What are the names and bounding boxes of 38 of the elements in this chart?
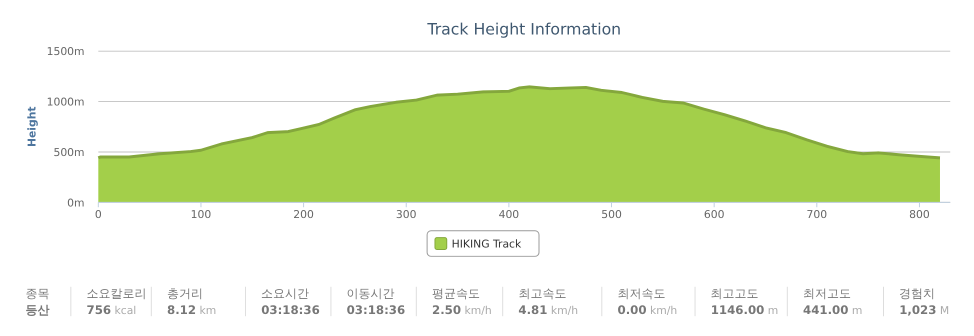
text: 소요시간 bbox=[261, 286, 310, 301]
text: 441.00 m bbox=[803, 303, 862, 318]
text: 1146.00 m bbox=[710, 303, 778, 318]
x-tick-label: 200 bbox=[293, 208, 314, 222]
x-tick-label: 700 bbox=[806, 208, 828, 222]
chart-title: Track Height Information bbox=[426, 20, 622, 38]
text: 756 kcal bbox=[86, 303, 136, 318]
text: 최저고도 bbox=[803, 286, 852, 301]
x-tick-label: 0 bbox=[94, 208, 102, 222]
x-tick-label: 400 bbox=[498, 208, 520, 222]
text: 최고고도 bbox=[710, 286, 759, 301]
text: 1,023 M bbox=[899, 303, 950, 318]
x-tick-label: 100 bbox=[190, 208, 212, 222]
text: 03:18:36 bbox=[346, 303, 406, 318]
y-tick-label: 0m bbox=[67, 196, 85, 210]
text: 03:18:36 bbox=[261, 303, 320, 318]
text: 0.00 km/h bbox=[618, 303, 678, 318]
x-tick-label: 600 bbox=[704, 208, 725, 222]
text: 평균속도 bbox=[432, 286, 480, 301]
text: 최저속도 bbox=[618, 286, 666, 301]
text: 총거리 bbox=[167, 286, 204, 301]
y-axis-title: Height bbox=[25, 106, 38, 148]
text: 8.12 km bbox=[167, 303, 216, 318]
text: 등산 bbox=[26, 303, 50, 318]
y-tick-label: 1500m bbox=[46, 45, 85, 58]
text: 최고속도 bbox=[518, 286, 566, 301]
text: 경험치 bbox=[899, 286, 936, 301]
y-tick-label: 500m bbox=[53, 146, 85, 159]
legend-label: HIKING Track bbox=[452, 237, 522, 250]
text: 소요칼로리 bbox=[86, 286, 147, 301]
text: 종목 bbox=[26, 286, 50, 301]
x-tick-label: 500 bbox=[601, 208, 622, 222]
text: 2.50 km/h bbox=[432, 303, 492, 318]
text: 4.81 km/h bbox=[518, 303, 578, 318]
text: 이동시간 bbox=[346, 286, 395, 301]
x-tick-label: 800 bbox=[909, 208, 930, 222]
y-tick-label: 1000m bbox=[46, 95, 85, 108]
x-tick-label: 300 bbox=[396, 208, 417, 222]
